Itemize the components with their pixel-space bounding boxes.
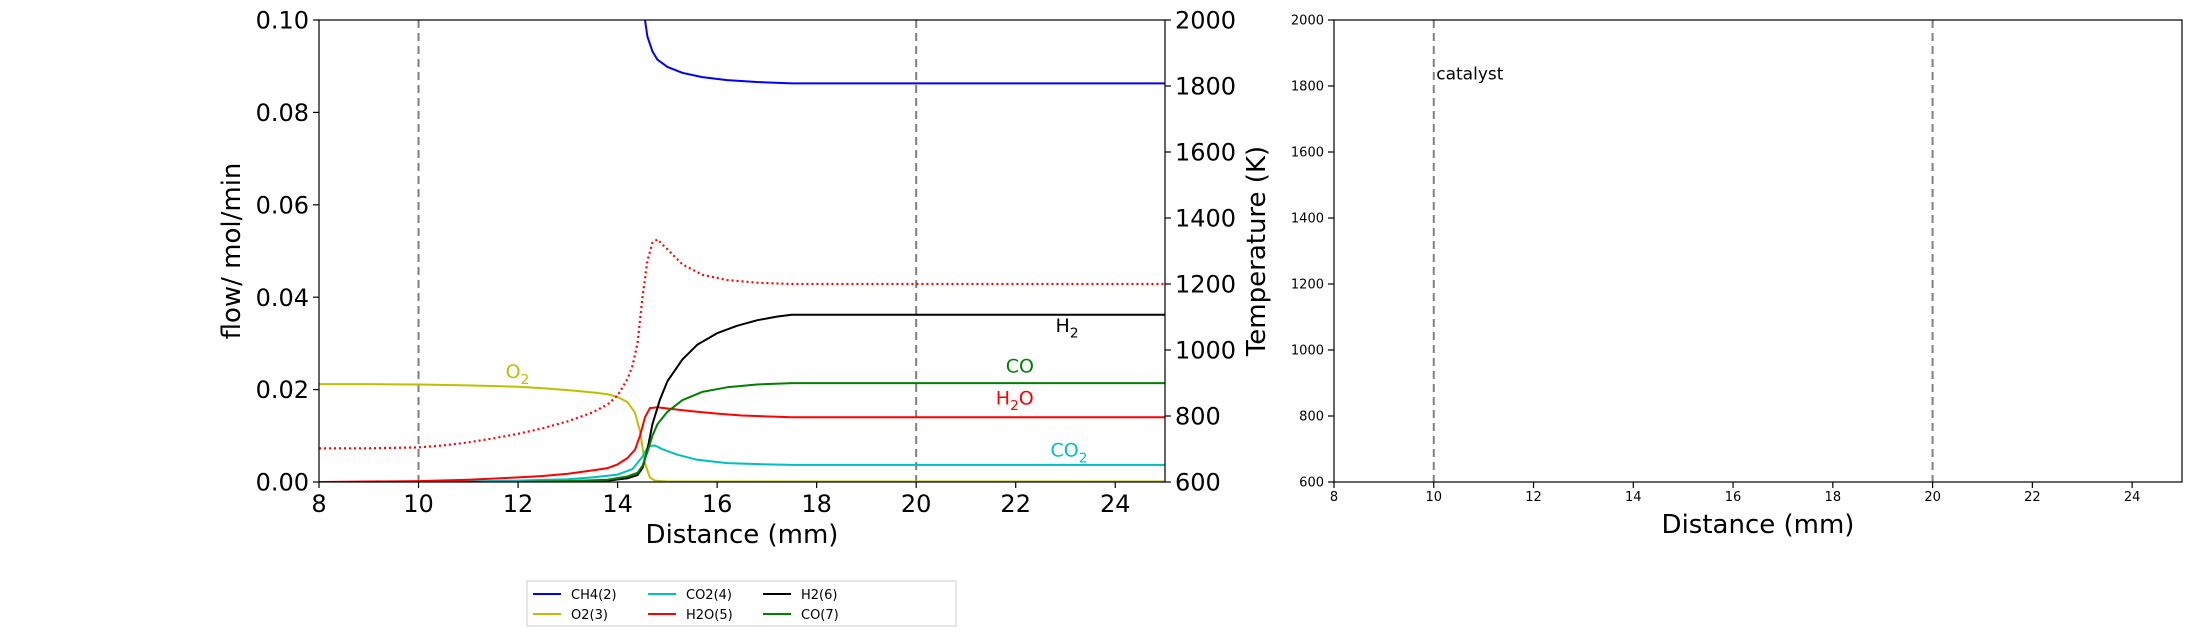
x-tick-label: 22	[2024, 490, 2041, 505]
series-line-co2	[319, 444, 1165, 482]
annotation-label: H2O	[996, 387, 1034, 414]
annotation-label: CO	[1006, 356, 1034, 378]
legend: CH4(2) O2(3) CO2(4) H2O(5) H2(6) CO(7)	[526, 580, 957, 627]
left-x-ticks: 8 10 12 14 16 18 20 22 24	[311, 482, 1131, 518]
x-tick-label: 14	[602, 490, 633, 518]
annotation-label: H2	[1056, 315, 1079, 342]
y-tick-label: 0.04	[256, 284, 309, 312]
y2-tick-label: 800	[1175, 403, 1221, 431]
legend-frame	[526, 580, 957, 627]
right-annotations: catalyst	[1436, 64, 1503, 84]
legend-label-h2: H2(6)	[801, 588, 837, 603]
y-tick-label: 1400	[1291, 212, 1324, 227]
annotation-label: catalyst	[1436, 64, 1503, 84]
legend-label-h2o: H2O(5)	[686, 608, 733, 623]
right-y-ticks: 600 800 1000 1200 1400 1600 1800 2000	[1291, 14, 1334, 491]
left-plot-frame	[318, 19, 1166, 483]
annotation-label: O2	[506, 361, 530, 388]
right-x-axis-label: Distance (mm)	[1662, 510, 1855, 540]
series-line-co	[319, 382, 1165, 482]
x-tick-label: 14	[1625, 490, 1642, 505]
x-tick-label: 18	[801, 490, 832, 518]
y2-tick-label: 600	[1175, 469, 1221, 497]
left-panel: 8 10 12 14 16 18 20 22 24 0.000.020.040.060.080.…	[217, 7, 1272, 550]
x-tick-label: 24	[2124, 490, 2141, 505]
y-tick-label: 1800	[1291, 80, 1324, 95]
legend-items: CH4(2) O2(3) CO2(4) H2O(5) H2(6) CO(7)	[533, 588, 839, 623]
y-tick-label: 0.06	[256, 191, 309, 219]
x-tick-label: 12	[1525, 490, 1542, 505]
x-tick-label: 20	[1924, 490, 1941, 505]
series-line-ch4	[644, 20, 1165, 85]
x-tick-label: 24	[1100, 490, 1131, 518]
x-tick-label: 20	[901, 490, 932, 518]
y2-tick-label: 2000	[1175, 7, 1236, 35]
x-tick-label: 10	[1425, 490, 1442, 505]
y-tick-label: 1600	[1291, 146, 1324, 161]
y2-tick-label: 1800	[1175, 73, 1236, 101]
right-x-ticks: 8 10 12 14 16 18 20 22 24	[1330, 482, 2141, 505]
y-tick-label: 1200	[1291, 278, 1324, 293]
series-line-o2	[319, 383, 1165, 482]
left-catalyst-lines	[417, 20, 918, 482]
y2-tick-label: 1200	[1175, 271, 1236, 299]
legend-label-co2: CO2(4)	[686, 588, 732, 603]
legend-label-ch4: CH4(2)	[571, 588, 617, 603]
x-tick-label: 18	[1825, 490, 1842, 505]
y-tick-label: 2000	[1291, 14, 1324, 29]
series-line-h2o	[319, 406, 1165, 482]
left-annotations: H2 CO H2O O2 CO2	[506, 315, 1088, 466]
y-tick-label: 1000	[1291, 344, 1324, 359]
right-y-axis-label: Temperature (K)	[1242, 146, 1272, 357]
right-catalyst-lines	[1432, 20, 1934, 482]
y-tick-label: 0.10	[256, 7, 309, 35]
y2-tick-label: 1400	[1175, 205, 1236, 233]
series-line-h2	[319, 313, 1165, 482]
legend-label-o2: O2(3)	[571, 608, 608, 623]
left-y-ticks: 0.00 0.02 0.04 0.06 0.08 0.10	[256, 7, 319, 497]
series-line-h2o-temperature	[319, 238, 1165, 450]
x-tick-label: 16	[1725, 490, 1742, 505]
left-x-axis-label: Distance (mm)	[646, 520, 839, 550]
x-tick-label: 12	[503, 490, 534, 518]
right-plot-frame	[1333, 19, 2183, 483]
left-series	[319, 20, 1165, 482]
annotation-label: CO2	[1051, 440, 1088, 467]
x-tick-label: 22	[1000, 490, 1031, 518]
x-tick-label: 16	[702, 490, 733, 518]
y-tick-label: 600	[1299, 476, 1324, 491]
x-tick-label: 8	[311, 490, 326, 518]
x-tick-label: 10	[403, 490, 434, 518]
y-tick-label: 800	[1299, 410, 1324, 425]
right-panel: 8 10 12 14 16 18 20 22 24 600 800 1000 1200 1400 1600…	[1291, 14, 2183, 540]
y2-tick-label: 1600	[1175, 139, 1236, 167]
left-y2-ticks: 600 800 1000 1200 1400 1600 1800 2000	[1165, 7, 1236, 497]
left-y-axis-label: flow/ mol/min	[217, 163, 247, 340]
y-tick-label: 0.08	[256, 99, 309, 127]
legend-label-co: CO(7)	[801, 608, 839, 623]
y-tick-label: 0.02	[256, 376, 309, 404]
y-tick-label: 0.00	[256, 469, 309, 497]
y2-tick-label: 1000	[1175, 337, 1236, 365]
x-tick-label: 8	[1330, 490, 1338, 505]
